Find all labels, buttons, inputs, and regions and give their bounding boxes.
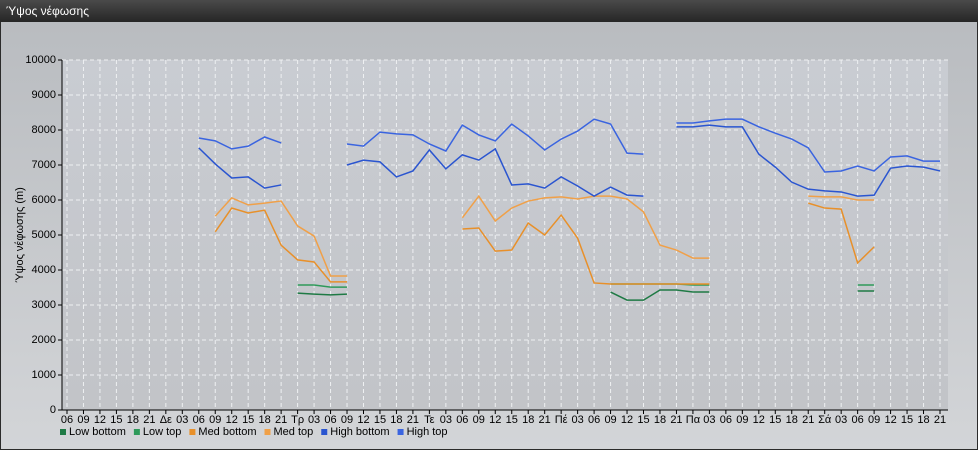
x-tick-label: 09 [77,414,89,426]
x-tick-label: 15 [242,414,254,426]
legend-swatch [189,429,196,435]
series-line [198,118,940,173]
x-tick-label: 18 [127,414,139,426]
x-tick-label: 09 [473,414,485,426]
x-tick-label: 15 [769,414,781,426]
x-tick-label: 06 [61,414,73,426]
x-tick-label: 09 [209,414,221,426]
x-tick-label: 12 [489,414,501,426]
x-tick-label: Πέ [555,414,568,426]
x-tick-label: 12 [94,414,106,426]
x-tick-label: Τε [424,414,435,426]
legend-swatch [397,429,404,435]
y-tick-label: 6000 [32,194,56,206]
legend-swatch [60,429,66,435]
y-tick-label: 8000 [32,124,56,136]
x-tick-label: 03 [835,414,847,426]
x-tick-label: 15 [901,414,913,426]
x-tick-label: 09 [736,414,748,426]
x-tick-label: 03 [703,414,715,426]
x-tick-label: 15 [506,414,518,426]
x-tick-label: 21 [934,414,946,426]
legend-label: High top [407,426,448,438]
y-tick-label: 3000 [32,299,56,311]
x-tick-label: Τρ [291,414,304,426]
x-tick-label: 21 [539,414,551,426]
x-tick-label: 03 [176,414,188,426]
series-line [214,202,875,285]
series-line [214,194,875,277]
x-tick-label: 21 [143,414,155,426]
y-tick-label: 0 [50,404,56,416]
x-tick-label: 21 [275,414,287,426]
x-tick-label: Δε [160,414,172,426]
x-tick-label: 21 [802,414,814,426]
x-tick-label: 06 [456,414,468,426]
legend-label: Med bottom [198,426,256,438]
x-tick-label: 06 [852,414,864,426]
y-axis-label: Ύψος νέφωσης (m) [14,187,26,283]
x-tick-label: 18 [917,414,929,426]
x-tick-label: 12 [753,414,765,426]
title-bar: Ύψος νέφωσης [0,0,978,22]
x-tick-label: 09 [604,414,616,426]
legend-swatch [321,429,328,435]
y-tick-label: 7000 [32,159,56,171]
x-tick-label: 12 [884,414,896,426]
x-tick-label: 21 [670,414,682,426]
x-tick-label: 06 [193,414,205,426]
legend-label: High bottom [330,426,389,438]
y-tick-label: 1000 [32,369,56,381]
x-tick-label: 03 [440,414,452,426]
y-tick-label: 10000 [25,54,56,66]
x-tick-label: Πα [686,414,701,426]
x-tick-label: 06 [324,414,336,426]
x-tick-label: 06 [588,414,600,426]
legend-label: Low top [143,426,182,438]
x-tick-label: 09 [341,414,353,426]
series-line [297,289,875,301]
x-tick-label: 15 [637,414,649,426]
y-tick-label: 2000 [32,334,56,346]
x-tick-label: 15 [110,414,122,426]
legend-label: Med top [274,426,314,438]
x-tick-label: 18 [786,414,798,426]
x-tick-label: 18 [654,414,666,426]
y-tick-label: 4000 [32,264,56,276]
x-tick-label: 12 [226,414,238,426]
x-tick-label: 18 [390,414,402,426]
x-tick-label: Σά [818,414,832,426]
legend-swatch [264,429,271,435]
legend-swatch [133,429,140,435]
x-tick-label: 18 [522,414,534,426]
x-tick-label: 06 [720,414,732,426]
legend-label: Low bottom [69,426,126,438]
x-tick-label: 03 [571,414,583,426]
y-tick-label: 5000 [32,229,56,241]
x-tick-label: 12 [357,414,369,426]
x-tick-label: 09 [868,414,880,426]
y-tick-label: 9000 [32,89,56,101]
x-tick-label: 15 [374,414,386,426]
x-tick-label: 18 [259,414,271,426]
x-tick-label: 21 [407,414,419,426]
x-tick-label: 12 [621,414,633,426]
chart: Ύψος νέφωσης (m) 0 1000 2000 3000 4000 5000 60… [1,22,977,449]
x-tick-label: 03 [308,414,320,426]
series-line [198,124,941,198]
